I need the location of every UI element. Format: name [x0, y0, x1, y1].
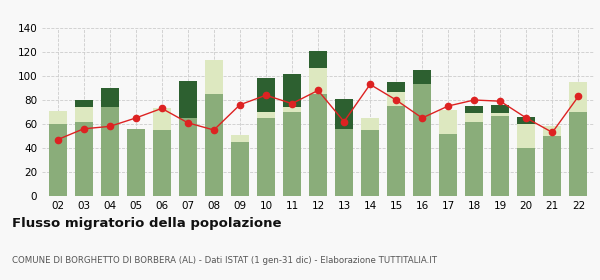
Bar [491, 116, 509, 196]
Bar [152, 108, 171, 130]
Bar [569, 112, 587, 196]
Bar [465, 122, 484, 196]
Bar [465, 113, 484, 122]
Bar [179, 118, 197, 196]
Bar [74, 107, 93, 122]
Bar [361, 118, 379, 130]
Bar [49, 124, 67, 196]
Bar [231, 135, 249, 142]
Bar [205, 60, 223, 94]
Bar [387, 82, 405, 92]
Bar [335, 129, 353, 196]
Bar [283, 107, 301, 112]
Bar [205, 94, 223, 196]
Bar [569, 82, 587, 112]
Bar [49, 111, 67, 124]
Bar [74, 122, 93, 196]
Bar [309, 51, 327, 67]
Bar [439, 134, 457, 196]
Bar [179, 81, 197, 118]
Bar [231, 142, 249, 196]
Bar [517, 117, 535, 124]
Bar [439, 109, 457, 134]
Bar [543, 136, 562, 196]
Bar [127, 129, 145, 196]
Bar [491, 113, 509, 116]
Bar [465, 106, 484, 113]
Bar [101, 88, 119, 107]
Bar [152, 130, 171, 196]
Bar [491, 105, 509, 113]
Bar [257, 112, 275, 118]
Bar [413, 70, 431, 84]
Bar [257, 118, 275, 196]
Bar [413, 84, 431, 196]
Bar [257, 78, 275, 112]
Bar [283, 112, 301, 196]
Text: Flusso migratorio della popolazione: Flusso migratorio della popolazione [12, 217, 281, 230]
Bar [309, 94, 327, 196]
Bar [283, 74, 301, 107]
Bar [543, 126, 562, 136]
Bar [387, 106, 405, 196]
Bar [101, 107, 119, 196]
Text: COMUNE DI BORGHETTO DI BORBERA (AL) - Dati ISTAT (1 gen-31 dic) - Elaborazione T: COMUNE DI BORGHETTO DI BORBERA (AL) - Da… [12, 256, 437, 265]
Bar [361, 130, 379, 196]
Bar [517, 124, 535, 148]
Bar [74, 100, 93, 107]
Bar [387, 92, 405, 106]
Bar [335, 99, 353, 129]
Bar [517, 148, 535, 196]
Bar [309, 67, 327, 94]
